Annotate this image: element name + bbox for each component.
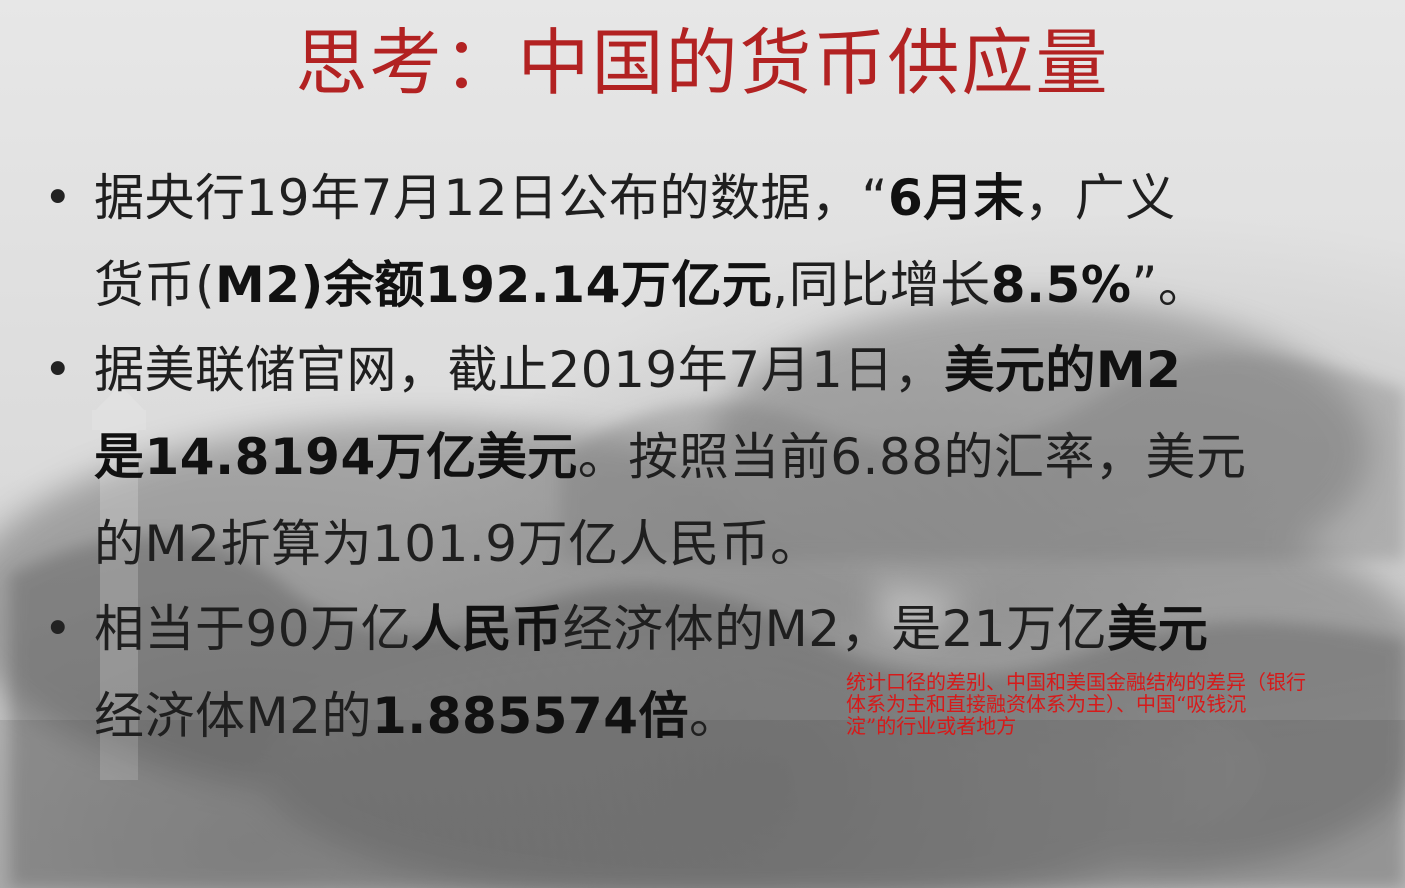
bullet-item: • 据央行19年7月12日公布的数据，“6月末，广义 货币(M2)余额192.14万…: [38, 155, 1328, 329]
bullet-text-bold: 人民币: [411, 600, 563, 658]
bullet-list: • 据央行19年7月12日公布的数据，“6月末，广义 货币(M2)余额192.14万…: [38, 155, 1328, 760]
bullet-text: 经济体M2的: [94, 687, 372, 745]
bullet-text: ”。: [1131, 256, 1209, 314]
bullet-text: 相当于90万亿: [94, 600, 412, 658]
bullet-text: 的M2折算为101.9万亿人民币。: [94, 515, 821, 573]
bullet-text: 据美联储官网，截止2019年7月1日，: [94, 341, 945, 399]
bullet-text: 据央行19年7月12日公布的数据，“: [94, 169, 888, 227]
bullet-line: 据美联储官网，截止2019年7月1日，美元的M2: [94, 327, 1328, 414]
bullet-line: 据央行19年7月12日公布的数据，“6月末，广义: [94, 155, 1328, 242]
bullet-text: 。按照当前6.88的汇率，美元: [577, 428, 1247, 486]
bullet-text: ，广义: [1024, 169, 1176, 227]
bullet-line: 是14.8194万亿美元。按照当前6.88的汇率，美元: [94, 414, 1328, 501]
bullet-item: • 相当于90万亿人民币经济体的M2，是21万亿美元 经济体M2的1.885574倍…: [38, 586, 1328, 760]
bullet-text: 货币(: [94, 256, 216, 314]
bullet-text-bold: 8.5%: [990, 256, 1132, 314]
bullet-dot: •: [43, 342, 73, 398]
bullet-line: 货币(M2)余额192.14万亿元,同比增长8.5%”。: [94, 242, 1328, 329]
bullet-text-bold: 美元的M2: [944, 341, 1182, 399]
bullet-text: 。: [688, 687, 740, 745]
bullet-line: 相当于90万亿人民币经济体的M2，是21万亿美元: [94, 586, 1328, 673]
bullet-item: • 据美联储官网，截止2019年7月1日，美元的M2 是14.8194万亿美元。按照…: [38, 327, 1328, 588]
bullet-dot: •: [43, 170, 73, 226]
bullet-text: 经济体的M2，是21万亿: [562, 600, 1108, 658]
bullet-text-bold: 1.885574倍: [371, 687, 689, 745]
bullet-text-bold: 美元: [1107, 600, 1209, 658]
bullet-text-bold: 是14.8194万亿美元: [94, 428, 578, 486]
bullet-dot: •: [43, 601, 73, 657]
annotation-note: 统计口径的差别、中国和美国金融结构的差异（银行 体系为主和直接融资体系为主）、中…: [846, 670, 1306, 738]
bullet-text-bold: 6月末: [887, 169, 1025, 227]
bullet-text: ,同比增长: [772, 256, 991, 314]
slide-title: 思考：中国的货币供应量: [295, 21, 1110, 105]
bullet-text-bold: M2)余额192.14万亿元: [215, 256, 773, 314]
bullet-line: 的M2折算为101.9万亿人民币。: [94, 501, 1328, 588]
bullet-line: 经济体M2的1.885574倍。: [94, 673, 1328, 760]
